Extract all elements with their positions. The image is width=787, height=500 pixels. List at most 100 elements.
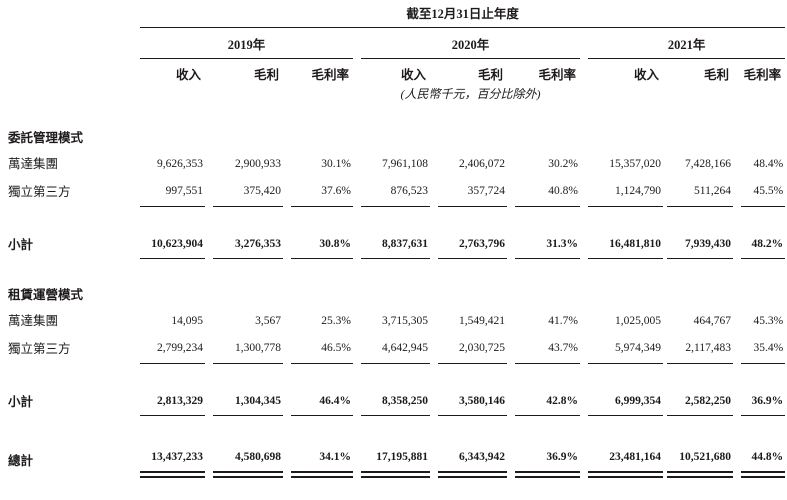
row-label: 獨立第三方 (8, 341, 71, 356)
gap (205, 336, 213, 364)
value-cell: 2,582,250 (667, 388, 733, 416)
gap (205, 59, 213, 84)
spacer (8, 259, 785, 286)
colhead-spacer (8, 59, 140, 84)
value-cell: 30.8% (291, 231, 353, 259)
gap (283, 231, 291, 259)
value-cell: 511,264 (667, 179, 733, 207)
value-cell: 1,300,778 (213, 336, 283, 364)
value-cell: 48.2% (741, 231, 786, 259)
note-spacer (8, 83, 140, 102)
value-cell: 15,357,020 (609, 158, 661, 170)
gap (430, 336, 438, 364)
gap (353, 231, 361, 259)
value-cell: 1,124,790 (588, 179, 663, 207)
note-spacer (580, 83, 785, 102)
table-row-wanda-group: 萬達集團 14,095 3,567 25.3% 3,715,305 1,549,… (8, 309, 785, 336)
gap (353, 179, 361, 207)
value-cell: 1,549,421 (459, 315, 505, 327)
row-label: 獨立第三方 (8, 184, 71, 199)
col-header-grossprofit-2020: 毛利 (477, 68, 503, 82)
row-label: 萬達集團 (8, 314, 59, 328)
gap (580, 28, 588, 59)
gap (430, 231, 438, 259)
year-group-row: 2019年 2020年 2021年 (8, 27, 786, 59)
value-cell: 46.5% (291, 336, 353, 364)
gap (205, 309, 213, 336)
total-row: 總計 13,437,233 4,580,698 34.1% 17,195,881… (8, 442, 786, 478)
gap (580, 152, 588, 179)
subtotal-row-entrusted: 小計 10,623,904 3,276,353 30.8% 8,837,631 … (8, 231, 786, 259)
value-cell: 37.6% (291, 179, 353, 207)
col-header-revenue-2020: 收入 (400, 68, 426, 82)
value-cell: 1,304,345 (213, 388, 283, 416)
gap (205, 152, 213, 179)
value-cell: 464,767 (693, 315, 731, 327)
gap (205, 231, 213, 259)
subtotal-label: 小計 (8, 237, 34, 252)
gap (733, 59, 741, 84)
spacer (8, 207, 785, 232)
gap (353, 152, 361, 179)
table-title: 截至12月31日止年度 (140, 0, 786, 28)
value-cell: 36.9% (515, 442, 580, 478)
gap (353, 309, 361, 336)
gap (733, 442, 741, 475)
gap (507, 388, 515, 416)
year-row-spacer (8, 28, 140, 59)
spacer (8, 416, 785, 443)
gap (580, 309, 588, 336)
value-cell: 6,343,942 (438, 442, 507, 478)
value-cell: 7,939,430 (667, 231, 733, 259)
column-header-row: 收入 毛利 毛利率 收入 毛利 毛利率 收入 毛利 毛利率 (8, 59, 785, 84)
col-header-margin-2019: 毛利率 (311, 68, 349, 82)
value-cell: 34.1% (291, 442, 353, 478)
gap (353, 28, 361, 59)
gap (353, 336, 361, 364)
row-label: 萬達集團 (8, 157, 59, 171)
gap (733, 309, 741, 336)
value-cell: 40.8% (515, 179, 580, 207)
value-cell: 2,406,072 (459, 158, 505, 170)
gap (205, 442, 213, 475)
section-header-lease: 租賃運營模式 (8, 288, 84, 302)
col-header-margin-2020: 毛利率 (538, 68, 576, 82)
spacer (8, 102, 785, 128)
table-row-wanda-group: 萬達集團 9,626,353 2,900,933 30.1% 7,961,108… (8, 152, 785, 179)
gap (430, 309, 438, 336)
value-cell: 2,117,483 (667, 336, 733, 364)
spacer-row (8, 102, 785, 128)
value-cell: 10,521,680 (667, 442, 733, 478)
gap (507, 59, 515, 84)
value-cell: 35.4% (741, 336, 786, 364)
gap (580, 336, 588, 364)
gap (507, 231, 515, 259)
value-cell: 14,095 (171, 315, 203, 327)
spacer-row (8, 364, 785, 389)
year-group-2021: 2021年 (588, 27, 786, 59)
gap (430, 152, 438, 179)
col-header-margin-2021: 毛利率 (743, 68, 782, 82)
value-cell: 3,715,305 (382, 315, 428, 327)
gap (580, 442, 588, 475)
value-cell: 2,763,796 (438, 231, 507, 259)
value-cell: 3,580,146 (438, 388, 507, 416)
gap (507, 442, 515, 475)
gap (283, 152, 291, 179)
value-cell: 2,900,933 (235, 158, 281, 170)
value-cell: 7,428,166 (685, 158, 731, 170)
col-header-revenue-2021: 收入 (633, 68, 659, 82)
unit-note: (人民幣千元，百分比除外) (400, 87, 541, 101)
value-cell: 30.2% (548, 158, 578, 170)
value-cell: 7,961,108 (382, 158, 428, 170)
gap (430, 388, 438, 416)
gap (580, 388, 588, 416)
value-cell: 25.3% (321, 315, 351, 327)
title-row-spacer (8, 0, 140, 28)
col-header-grossprofit-2019: 毛利 (253, 68, 279, 82)
gap (430, 442, 438, 475)
value-cell: 16,481,810 (588, 231, 663, 259)
value-cell: 8,837,631 (361, 231, 430, 259)
value-cell: 30.1% (321, 158, 351, 170)
gap (283, 179, 291, 207)
